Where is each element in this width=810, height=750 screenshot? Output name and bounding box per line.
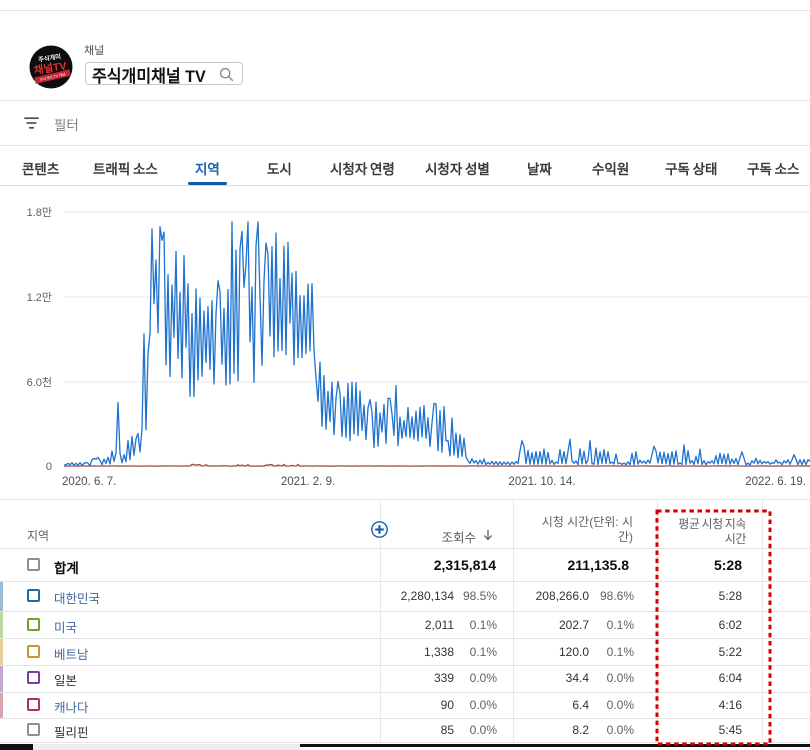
svg-text:주식개미: 주식개미 (38, 52, 62, 64)
svg-text:2020. 6. 7.: 2020. 6. 7. (62, 476, 116, 488)
svg-text:0: 0 (46, 461, 52, 473)
svg-text:1.2만: 1.2만 (27, 291, 52, 304)
svg-text:1.8만: 1.8만 (27, 206, 52, 219)
svg-text:2022. 6. 19.: 2022. 6. 19. (745, 476, 806, 488)
svg-text:6.0천: 6.0천 (27, 375, 52, 389)
svg-text:주식개미 TV 채널: 주식개미 TV 채널 (39, 71, 66, 82)
svg-text:2021. 10. 14.: 2021. 10. 14. (508, 476, 575, 488)
svg-text:2021. 2. 9.: 2021. 2. 9. (281, 476, 335, 488)
